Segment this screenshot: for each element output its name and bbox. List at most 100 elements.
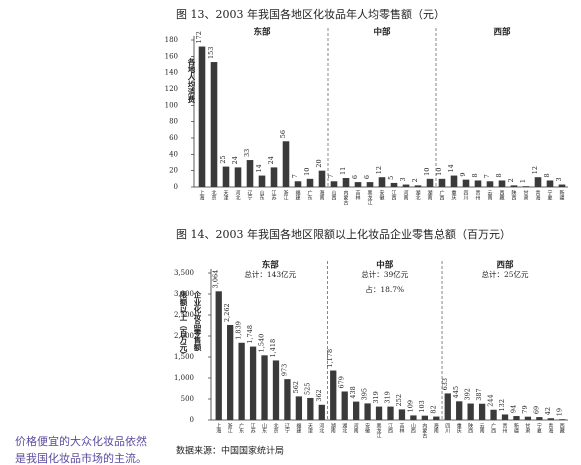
bar — [284, 379, 291, 420]
x-tick-label: 浙江 — [283, 189, 289, 201]
bar — [295, 396, 303, 420]
group-annotation: 总计：25亿元 — [481, 269, 529, 279]
value-label: 8 — [495, 173, 503, 177]
value-label: 445 — [452, 386, 460, 398]
y-tick-label: 140 — [165, 69, 178, 77]
value-label: 24 — [231, 156, 239, 164]
chart-title: 图 14、2003 年我国各地区限额以上化妆品企业零售总额（百万元） — [176, 227, 511, 241]
x-tick-label: 天津 — [223, 190, 229, 201]
x-tick-label: 广东 — [307, 189, 313, 200]
bar — [558, 184, 566, 187]
x-tick-label: 青海 — [535, 189, 541, 201]
x-tick-label: 福建 — [295, 189, 301, 201]
x-tick-label: 云南 — [479, 423, 485, 433]
bar — [524, 416, 532, 420]
x-tick-label: 贵州 — [502, 422, 508, 433]
bar — [354, 182, 362, 187]
y-tick-label: 1,000 — [174, 374, 194, 382]
x-tick-label: 天津 — [307, 423, 313, 434]
y-tick-label: 80 — [169, 118, 178, 126]
value-label: 132 — [498, 399, 506, 411]
source: 数据来源：中国国家统计局 — [176, 445, 284, 457]
y-tick-label: 0 — [174, 183, 178, 191]
x-tick-label: 江苏 — [271, 189, 277, 201]
bar — [249, 346, 257, 420]
y-tick-label: 500 — [181, 395, 194, 403]
value-label: 153 — [207, 47, 215, 59]
bar — [467, 403, 474, 420]
x-tick-label: 宁夏 — [547, 189, 553, 200]
x-tick-label: 河北 — [318, 422, 324, 434]
bar — [261, 355, 268, 420]
value-label: 69 — [532, 406, 540, 414]
x-tick-label: 重庆 — [451, 189, 457, 201]
bar — [426, 178, 434, 187]
y-tick-label: 2,500 — [174, 311, 194, 319]
x-tick-label: 广西 — [439, 189, 445, 201]
value-label: 19 — [555, 408, 563, 416]
x-tick-label: 四川 — [463, 190, 469, 200]
x-tick-label: 青海 — [547, 422, 553, 434]
bar — [398, 409, 406, 420]
value-label: 1 — [519, 179, 527, 183]
value-label: 109 — [406, 400, 414, 412]
value-label: 1,178 — [326, 349, 334, 368]
value-label: 3 — [399, 177, 407, 181]
bar — [282, 141, 290, 187]
bar — [478, 403, 486, 420]
bar — [294, 181, 302, 187]
value-label: 7 — [291, 174, 299, 178]
x-tick-label: 重庆 — [456, 422, 462, 434]
x-tick-label: 江西 — [387, 422, 393, 434]
group-label: 中部 — [373, 27, 391, 38]
bar — [559, 419, 566, 420]
x-tick-label: 湖北 — [341, 422, 347, 434]
x-tick-label: 广东 — [238, 422, 244, 433]
bar — [330, 181, 338, 187]
value-label: 24 — [267, 156, 275, 164]
bar — [421, 415, 429, 420]
x-tick-label: 山西 — [331, 189, 337, 201]
group-label: 东部 — [253, 27, 271, 38]
value-label: 5 — [387, 176, 395, 180]
value-label: 973 — [280, 364, 288, 376]
x-tick-label: 山东 — [261, 422, 267, 433]
sidebar-text: 是我国化妆品市场的主流。 — [15, 451, 147, 465]
bar — [456, 401, 463, 420]
value-label: 10 — [303, 168, 311, 176]
y-tick-label: 160 — [165, 52, 178, 60]
value-label: 679 — [338, 376, 346, 388]
y-tick-label: 3,500 — [174, 269, 194, 277]
x-tick-label: 吉林 — [355, 189, 361, 201]
x-tick-label: 上海 — [199, 189, 205, 201]
x-tick-label: 安徽 — [379, 189, 385, 201]
bar — [238, 342, 245, 420]
value-label: 633 — [441, 378, 449, 390]
value-label: 2 — [411, 178, 419, 182]
value-label: 79 — [521, 405, 529, 413]
y-axis-label: 企业化妆品零售额 — [193, 290, 202, 353]
bar — [272, 360, 280, 420]
bar — [522, 186, 530, 187]
bar — [490, 409, 497, 420]
value-label: 33 — [243, 149, 251, 157]
bar — [534, 177, 542, 187]
x-tick-label: 河南 — [353, 422, 359, 433]
x-tick-label: 四川 — [444, 423, 450, 433]
y-tick-label: 2,000 — [174, 332, 194, 340]
value-label: 8 — [543, 173, 551, 177]
value-label: 3 — [555, 177, 563, 181]
value-label: 395 — [361, 388, 369, 400]
value-label: 25 — [219, 155, 227, 163]
bar — [546, 180, 554, 187]
x-tick-label: 海南 — [319, 189, 325, 200]
group-annotation: 总计：39亿元 — [361, 269, 409, 279]
bar — [433, 416, 440, 420]
x-tick-label: 陕西 — [511, 189, 517, 201]
value-label: 319 — [384, 391, 392, 403]
x-tick-label: 宁夏 — [536, 422, 542, 433]
x-tick-label: 西藏 — [559, 423, 565, 434]
x-tick-label: 贵州 — [475, 189, 481, 200]
y-axis-label: 各地人均消费 — [187, 57, 196, 105]
value-label: 7 — [327, 174, 335, 178]
